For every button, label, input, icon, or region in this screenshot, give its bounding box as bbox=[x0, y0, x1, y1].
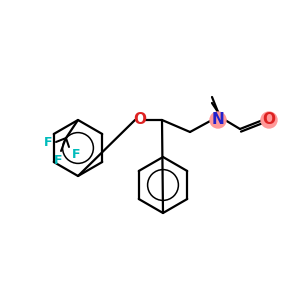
Text: O: O bbox=[262, 112, 275, 128]
Circle shape bbox=[261, 112, 277, 128]
Text: O: O bbox=[134, 112, 146, 128]
Text: F: F bbox=[72, 148, 80, 161]
Text: N: N bbox=[212, 112, 224, 128]
Text: F: F bbox=[54, 154, 62, 167]
Text: F: F bbox=[44, 136, 52, 149]
Circle shape bbox=[210, 112, 226, 128]
